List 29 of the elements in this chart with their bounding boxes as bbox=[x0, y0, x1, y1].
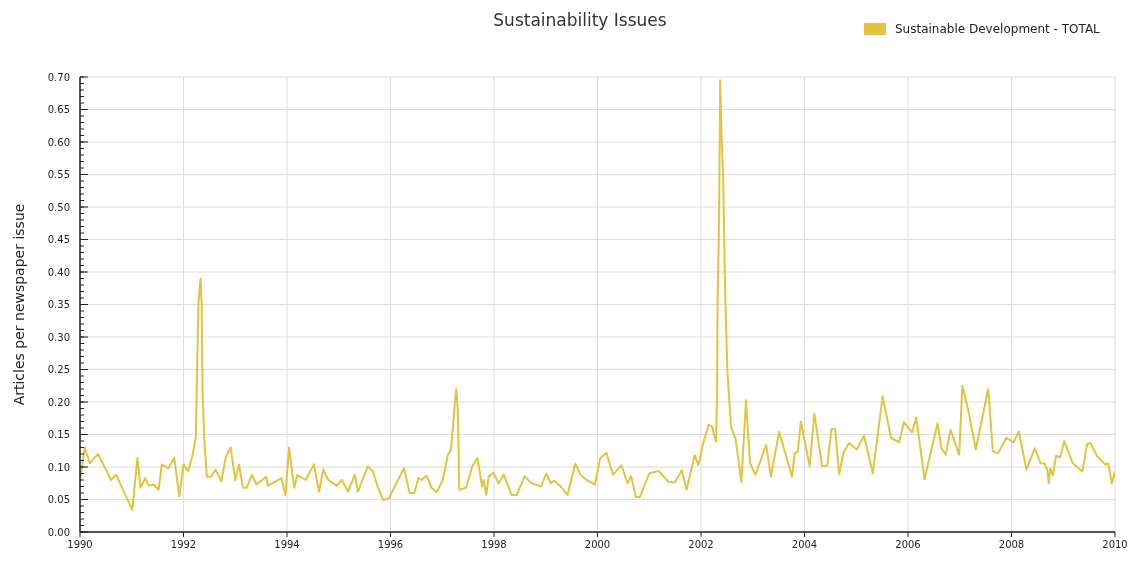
y-tick-label: 0.45 bbox=[47, 234, 70, 245]
x-tick-label: 2004 bbox=[791, 539, 818, 550]
y-tick-label: 0.35 bbox=[47, 299, 70, 310]
legend-label: Sustainable Development - TOTAL bbox=[895, 22, 1101, 37]
x-tick-label: 1994 bbox=[274, 539, 300, 550]
y-tick-label: 0.10 bbox=[47, 461, 70, 473]
y-tick-label: 0.40 bbox=[47, 266, 70, 278]
x-tick-label: 1996 bbox=[377, 539, 404, 550]
y-axis-title: Articles per newspaper issue bbox=[11, 203, 27, 406]
y-tick-label: 0.05 bbox=[47, 494, 70, 505]
y-tick-label: 0.55 bbox=[47, 169, 70, 180]
x-tick-label: 1990 bbox=[67, 539, 93, 550]
x-tick-label: 2010 bbox=[1102, 539, 1128, 550]
y-tick-label: 0.20 bbox=[47, 396, 70, 408]
y-tick-label: 0.25 bbox=[47, 364, 70, 375]
x-tick-label: 2006 bbox=[895, 539, 921, 550]
y-tick-label: 0.30 bbox=[47, 331, 70, 343]
y-tick-label: 0.15 bbox=[47, 429, 70, 440]
chart-title: Sustainability Issues bbox=[493, 10, 667, 30]
x-tick-label: 1992 bbox=[170, 539, 197, 550]
x-tick-label: 2002 bbox=[688, 539, 714, 550]
x-tick-label: 2000 bbox=[584, 539, 611, 550]
y-tick-label: 0.65 bbox=[47, 104, 70, 115]
x-tick-label: 2008 bbox=[998, 539, 1025, 550]
y-tick-label: 0.50 bbox=[47, 201, 70, 213]
y-tick-label: 0.00 bbox=[47, 526, 70, 538]
x-tick-label: 1998 bbox=[481, 539, 507, 550]
y-tick-label: 0.70 bbox=[47, 71, 70, 83]
y-tick-label: 0.60 bbox=[47, 136, 70, 148]
